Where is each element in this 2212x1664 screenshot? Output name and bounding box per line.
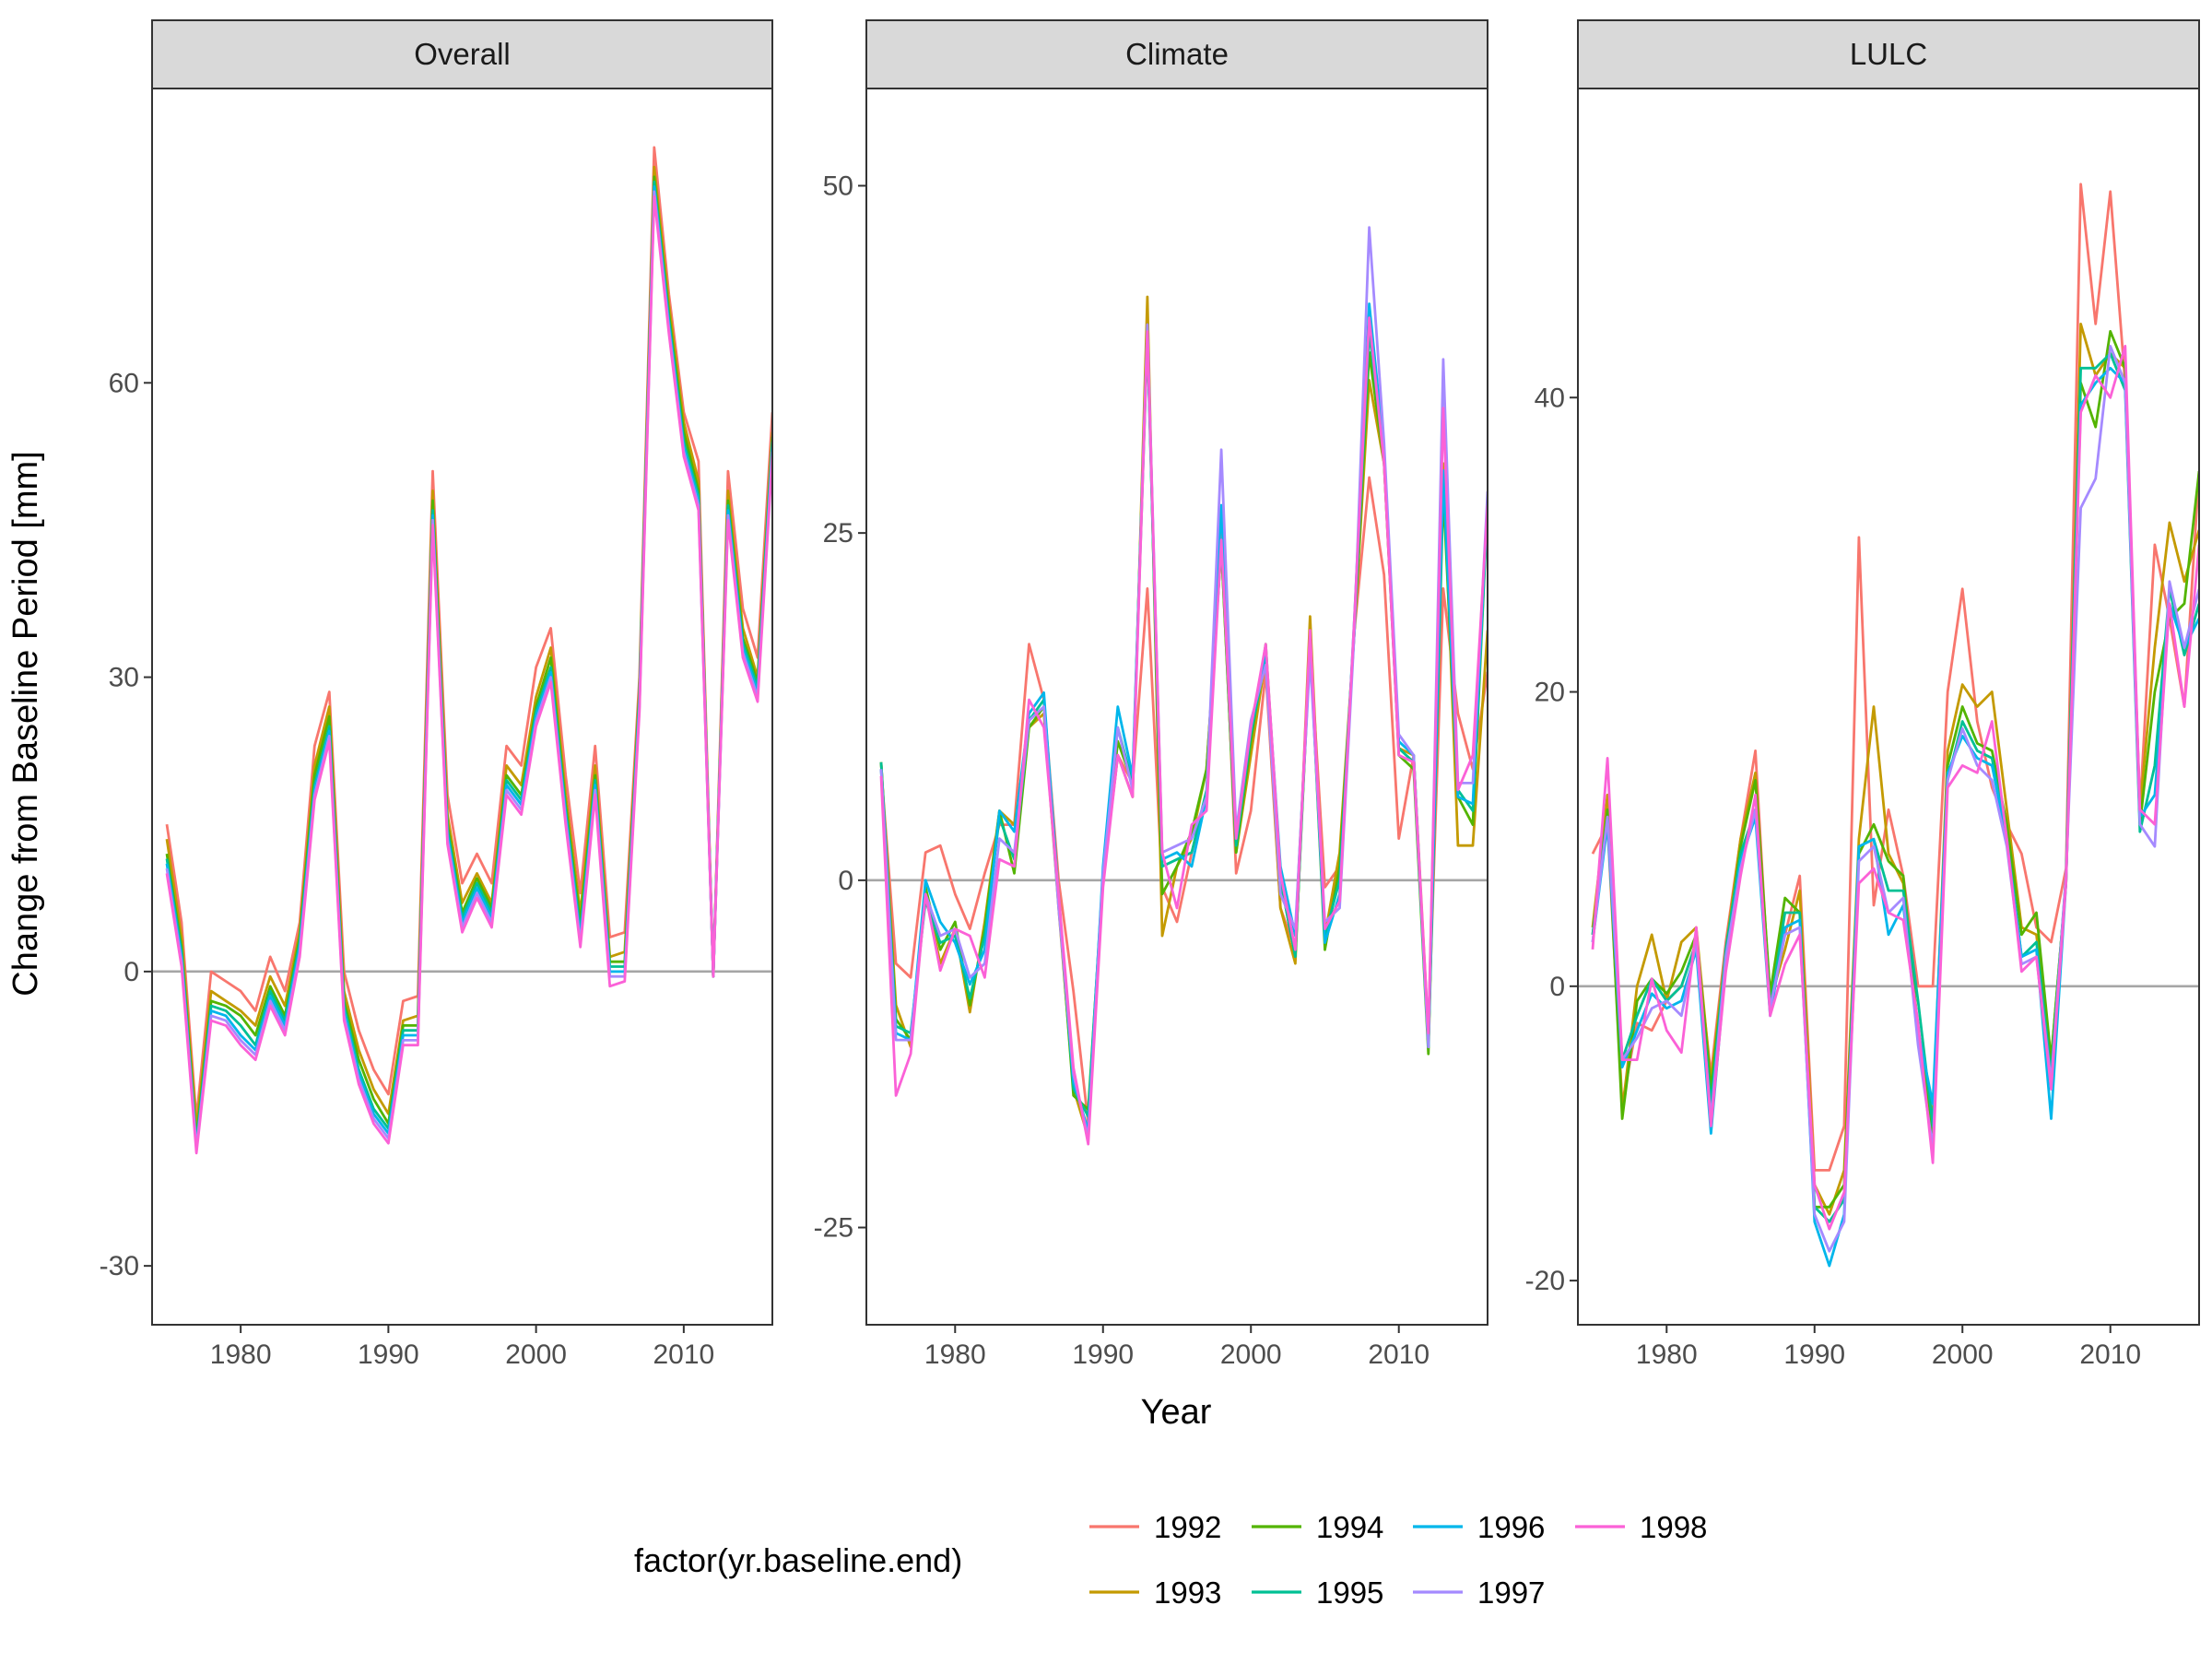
y-tick-label-lulc: 0	[1549, 972, 1565, 1002]
y-tick-label-overall: 60	[109, 368, 139, 398]
legend-label-1993: 1993	[1154, 1575, 1221, 1610]
x-tick-label-climate: 1980	[924, 1339, 986, 1370]
x-tick-label-climate: 2000	[1220, 1339, 1282, 1370]
legend-label-1994: 1994	[1316, 1510, 1383, 1544]
y-tick-label-lulc: 40	[1535, 383, 1565, 413]
strip-label-overall: Overall	[414, 37, 511, 71]
legend-label-1996: 1996	[1477, 1510, 1545, 1544]
x-tick-label-overall: 1990	[358, 1339, 419, 1370]
series-line-climate-1992	[879, 476, 1488, 1125]
y-tick-label-climate: 0	[838, 866, 853, 896]
y-tick-label-overall: 30	[109, 663, 139, 693]
x-tick-label-overall: 2010	[653, 1339, 714, 1370]
y-tick-label-lulc: -20	[1525, 1266, 1565, 1296]
y-tick-label-overall: -30	[100, 1251, 139, 1281]
series-line-climate-1998	[879, 316, 1488, 1146]
strip-label-lulc: LULC	[1850, 37, 1927, 71]
legend-label-1992: 1992	[1154, 1510, 1221, 1544]
panel-border-overall	[151, 88, 773, 1326]
series-line-lulc-1998	[1591, 344, 2199, 1231]
x-tick-label-climate: 2010	[1368, 1339, 1430, 1370]
x-axis-title: Year	[1141, 1393, 1212, 1432]
series-group-overall	[165, 146, 772, 1155]
x-tick-label-overall: 2000	[505, 1339, 567, 1370]
series-group-climate	[879, 226, 1488, 1146]
y-tick-label-climate: 50	[823, 171, 853, 201]
legend-title: factor(yr.baseline.end)	[634, 1541, 962, 1579]
x-tick-label-lulc: 1990	[1783, 1339, 1845, 1370]
x-tick-label-lulc: 2010	[2079, 1339, 2141, 1370]
strip-climate	[865, 19, 1488, 89]
legend: factor(yr.baseline.end) 1992 1993 1994 1995…	[634, 1510, 1707, 1610]
y-tick-label-overall: 0	[124, 957, 139, 987]
panel-climate: Climate -25 0 25 50 1980 1990 2000 2010	[814, 19, 1488, 1370]
plot-area-overall	[152, 89, 772, 1325]
y-tick-label-climate: -25	[814, 1213, 853, 1244]
plot-area-lulc	[1578, 89, 2199, 1325]
strip-label-climate: Climate	[1125, 37, 1229, 71]
x-tick-label-climate: 1990	[1072, 1339, 1134, 1370]
panel-border-lulc	[1577, 88, 2200, 1326]
strip-overall	[151, 19, 773, 89]
y-tick-label-climate: 25	[823, 518, 853, 549]
panel-border-climate	[865, 88, 1488, 1326]
x-tick-label-lulc: 1980	[1636, 1339, 1698, 1370]
panel-lulc: LULC -20 0 20 40 1980 1990 2000 2010	[1525, 19, 2200, 1370]
strip-lulc	[1577, 19, 2200, 89]
y-tick-label-lulc: 20	[1535, 678, 1565, 708]
legend-label-1995: 1995	[1316, 1575, 1383, 1610]
series-line-overall-1998	[165, 195, 772, 1155]
plot-area-climate	[866, 89, 1488, 1325]
legend-label-1998: 1998	[1640, 1510, 1707, 1544]
legend-label-1997: 1997	[1477, 1575, 1545, 1610]
y-axis-title: Change from Baseline Period [mm]	[6, 451, 45, 996]
x-tick-label-overall: 1980	[210, 1339, 272, 1370]
series-group-lulc	[1591, 183, 2199, 1268]
x-tick-label-lulc: 2000	[1932, 1339, 1994, 1370]
panel-overall: Overall -30 0 30 60 1980 1990 2000 2010	[100, 19, 773, 1370]
